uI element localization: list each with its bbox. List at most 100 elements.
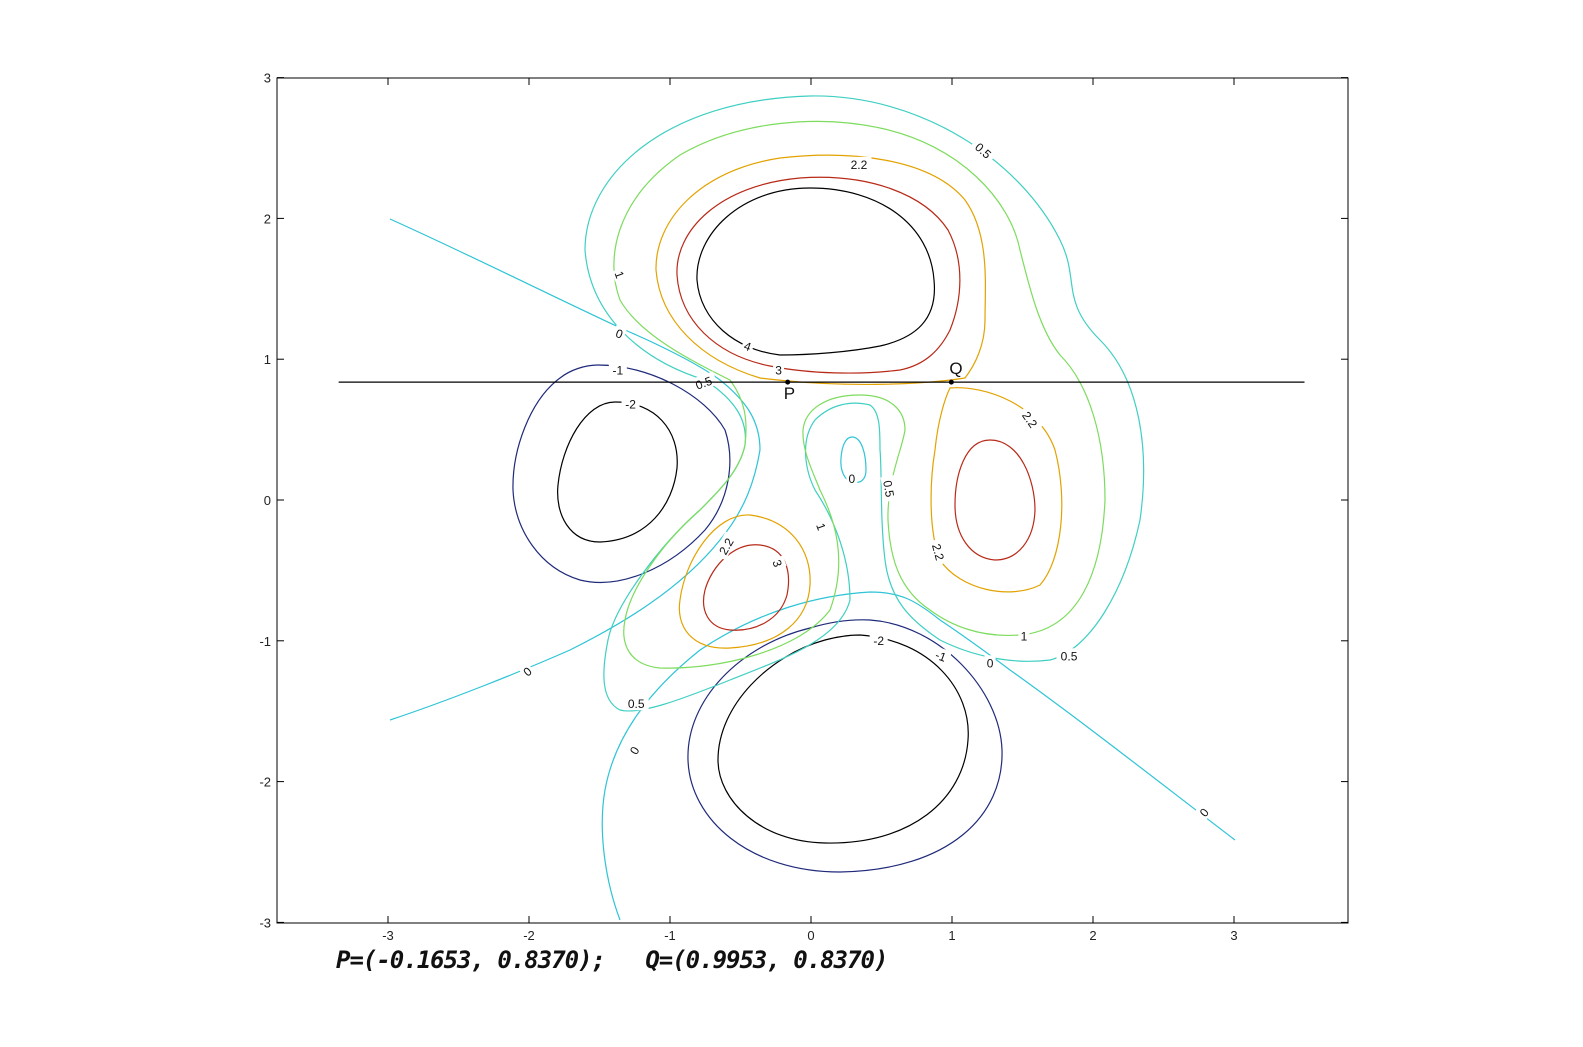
contour-level-2.2-lower-left — [678, 514, 811, 649]
contour-label-bg — [1017, 404, 1044, 434]
points-caption: P=(-0.1653, 0.8370); Q=(0.9953, 0.8370) — [336, 946, 888, 974]
contour-label-bg — [930, 645, 952, 666]
contour-label: -1 — [930, 645, 952, 666]
contour-label-bg — [625, 741, 643, 759]
x-tick-label: 0 — [807, 928, 814, 943]
point-q-marker — [948, 379, 954, 385]
contour-label-bg — [713, 531, 738, 561]
contour-level-3-right — [954, 439, 1036, 561]
contour-label: 0 — [518, 662, 536, 680]
contour-level-0-lower-left — [389, 449, 761, 721]
contour-label-text: -1 — [933, 648, 948, 665]
contour-label: 0 — [612, 324, 628, 342]
contour-label: 3 — [773, 362, 785, 377]
contour-label-text: 0.5 — [628, 697, 645, 711]
point-p-marker — [785, 379, 791, 385]
contour-level-0.5-outer — [584, 95, 1145, 712]
contour-label-bg — [611, 266, 629, 282]
y-tick-label: 2 — [264, 211, 271, 226]
y-tick-label: -2 — [259, 775, 271, 790]
plot-area-frame — [276, 77, 1349, 924]
contour-level-4 — [696, 187, 936, 356]
contour-level-1-outer — [613, 120, 1106, 669]
contour-level-3-lower-left — [703, 544, 790, 631]
contour-label-bg — [928, 537, 949, 566]
contour-level-2.2-right — [930, 387, 1063, 593]
intersection-points: PQ — [784, 359, 963, 403]
contour-label-group: 0.52.21043-10.5-22.200.512.232.2-2-1100.… — [518, 136, 1213, 821]
contour-label-bg — [1194, 803, 1213, 821]
contour-label-text: 0 — [614, 326, 625, 342]
y-tick-label: 1 — [264, 352, 271, 367]
contour-label-text: 3 — [775, 363, 782, 377]
contour-level-3-top — [676, 176, 961, 374]
contour-label-text: 0.5 — [880, 479, 897, 498]
contour-label-text: 2.2 — [929, 542, 947, 562]
contour-level-0-bottom — [601, 591, 941, 921]
point-p-label: P — [784, 384, 795, 403]
contour-label: 0 — [625, 741, 643, 759]
contour-label-text: 0 — [849, 472, 856, 486]
contour-lines — [389, 95, 1236, 921]
contour-label: 0 — [984, 655, 996, 670]
contour-level-0-lower-right — [939, 619, 1236, 841]
contour-label-bg — [846, 470, 858, 485]
contour-label: 3 — [769, 555, 787, 571]
y-tick-label: 0 — [264, 493, 271, 508]
contour-label-text: 1 — [612, 269, 628, 280]
contour-label-bg — [623, 696, 649, 711]
contour-level-neg1-bottom — [687, 619, 1003, 873]
y-tick-label: -1 — [259, 634, 271, 649]
contour-label: 1 — [813, 518, 831, 534]
contour-label-bg — [880, 475, 899, 503]
contour-label-bg — [769, 555, 787, 571]
x-tick-label: 3 — [1230, 928, 1237, 943]
contour-label-bg — [740, 337, 756, 355]
x-tick-label: -2 — [523, 928, 535, 943]
contour-label: 0.5 — [1056, 648, 1082, 663]
contour-label-bg — [608, 362, 627, 377]
contour-label: 1 — [611, 266, 629, 282]
contour-label: 1 — [1018, 628, 1030, 644]
contour-label-text: -2 — [873, 634, 884, 648]
contour-label-bg — [969, 136, 998, 164]
axis-ticks: -3 -2 -1 0 1 2 3 -3 -2 -1 0 1 2 3 — [259, 71, 1348, 943]
contour-label-bg — [813, 518, 831, 534]
contour-label: 0.5 — [623, 696, 649, 711]
contour-label: -2 — [621, 396, 640, 411]
contour-label-text: -1 — [612, 363, 623, 377]
contour-label-text: 0.5 — [1061, 649, 1078, 663]
contour-label-text: 2.2 — [851, 158, 868, 172]
contour-label-bg — [773, 362, 785, 377]
contour-label-text: 4 — [742, 339, 753, 355]
contour-label-text: -2 — [625, 397, 636, 411]
contour-label: 0.5 — [880, 475, 899, 503]
contour-label-bg — [621, 396, 640, 411]
x-tick-label: -1 — [664, 928, 676, 943]
contour-label: -2 — [869, 632, 888, 648]
contour-label: 4 — [740, 337, 756, 355]
contour-label-bg — [612, 324, 628, 342]
contour-label-text: 0 — [987, 656, 994, 670]
contour-label-bg — [1056, 648, 1082, 663]
contour-label: -1 — [608, 362, 627, 377]
contour-label-bg — [869, 632, 888, 647]
contour-level-0-upper-left — [389, 218, 761, 451]
contour-label-bg — [518, 662, 536, 680]
x-tick-label: 1 — [948, 928, 955, 943]
contour-label-bg — [846, 156, 872, 171]
y-tick-label: 3 — [264, 71, 271, 86]
contour-label-text: 1 — [813, 521, 829, 532]
x-tick-label: -3 — [382, 928, 394, 943]
contour-label-text: 3 — [769, 558, 785, 569]
contour-label: 2.2 — [928, 537, 949, 566]
contour-level-2.2-top — [655, 154, 986, 386]
contour-label-text: 1 — [1021, 630, 1028, 644]
contour-label-bg — [984, 655, 996, 670]
contour-label: 0 — [1194, 803, 1213, 821]
x-tick-label: 2 — [1089, 928, 1096, 943]
contour-level-neg1-left — [512, 364, 731, 584]
y-tick-label: -3 — [259, 915, 271, 930]
contour-label-bg — [1018, 628, 1030, 643]
